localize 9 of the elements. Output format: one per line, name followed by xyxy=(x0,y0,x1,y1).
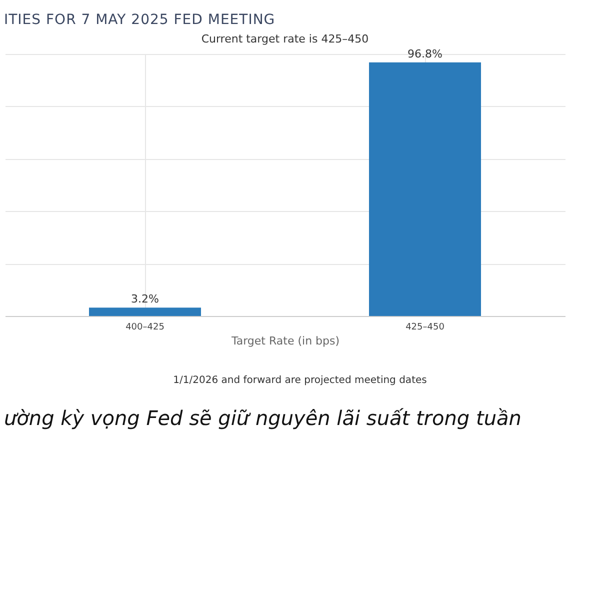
x-axis-title: Target Rate (in bps) xyxy=(230,334,340,348)
chart-subtitle: Current target rate is 425–450 xyxy=(201,32,369,46)
data-label: 96.8% xyxy=(408,47,442,60)
text: ường kỳ vọng Fed sẽ giữ nguyên lãi suất trong tuần xyxy=(3,406,522,430)
text: 1/1/2026 and forward are projected meeting dates xyxy=(172,375,428,386)
chart-title: ITIES FOR 7 MAY 2025 FED MEETING xyxy=(3,11,276,28)
data-label: 3.2% xyxy=(131,292,159,306)
x-tick-label: 425–450 xyxy=(406,322,445,332)
x-tick-label: 400–425 xyxy=(126,322,164,332)
